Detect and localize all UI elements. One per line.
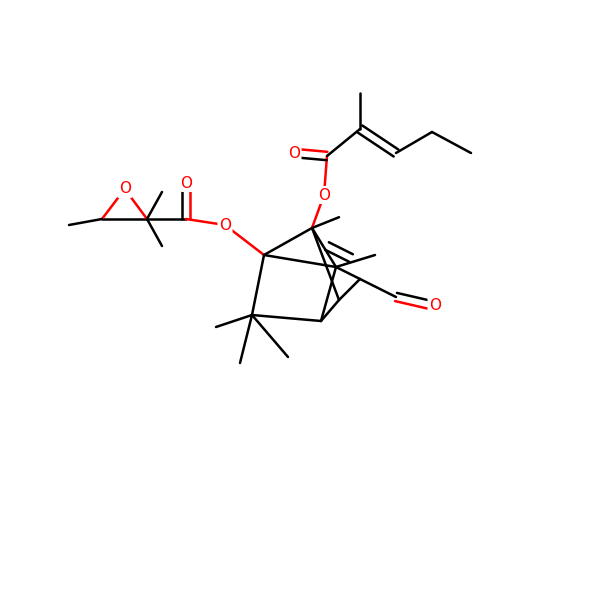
Text: O: O [288, 145, 300, 160]
Text: O: O [180, 176, 192, 191]
Text: O: O [119, 181, 131, 196]
Text: O: O [219, 217, 231, 232]
Text: O: O [318, 187, 330, 202]
Text: O: O [429, 298, 441, 313]
